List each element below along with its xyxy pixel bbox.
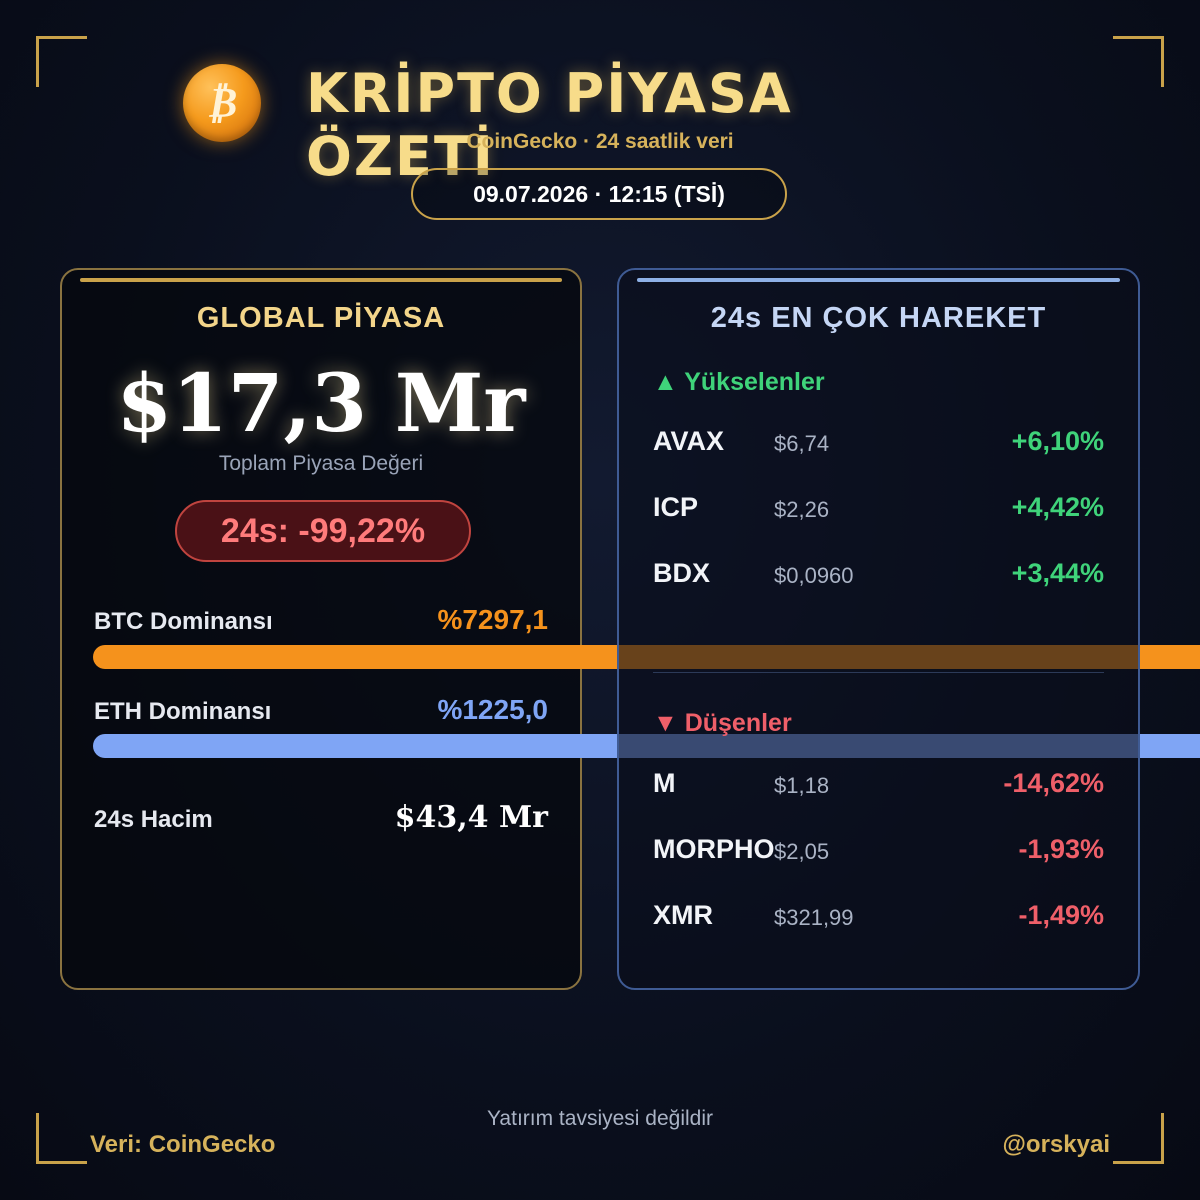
disclaimer-text: Yatırım tavsiyesi değildir — [486, 1107, 714, 1130]
gainers-heading: ▲ Yükselenler — [653, 368, 825, 396]
volume-value: $43,4 Mr — [394, 800, 548, 835]
loser-row: XMR $321,99 -1,49% — [619, 900, 1138, 940]
coin-change: +6,10% — [1011, 426, 1104, 456]
volume-label: 24s Hacim — [94, 806, 213, 833]
section-divider — [653, 672, 1104, 673]
coin-change: -1,49% — [1018, 900, 1104, 930]
market-cap-value: $17,3 Mr — [116, 356, 526, 450]
datetime-badge: 09.07.2026 · 12:15 (TSİ) — [411, 168, 787, 220]
page-title: KRİPTO PİYASA ÖZETİ — [306, 62, 793, 188]
eth-dominance-value: %1225,0 — [437, 694, 548, 725]
btc-dominance-value: %7297,1 — [437, 604, 548, 635]
top-movers-panel: 24s EN ÇOK HAREKET ▲ Yükselenler AVAX $6… — [617, 268, 1140, 990]
coin-symbol: ICP — [653, 492, 699, 522]
coin-price: $2,05 — [774, 839, 830, 864]
loser-row: M $1,18 -14,62% — [619, 768, 1138, 808]
market-cap-label: Toplam Piyasa Değeri — [218, 452, 424, 475]
coin-symbol: BDX — [653, 558, 711, 588]
bitcoin-icon: ₿ — [183, 64, 261, 142]
coin-change: -1,93% — [1018, 834, 1104, 864]
data-source-credit: Veri: CoinGecko — [90, 1131, 276, 1158]
coin-change: +4,42% — [1011, 492, 1104, 522]
loser-row: MORPHO $2,05 -1,93% — [619, 834, 1138, 874]
coin-price: $6,74 — [774, 431, 830, 456]
social-handle: @orskyai — [1002, 1131, 1110, 1158]
gainer-row: BDX $0,0960 +3,44% — [619, 558, 1138, 598]
losers-heading: ▼ Düşenler — [653, 709, 792, 737]
coin-symbol: AVAX — [653, 426, 725, 456]
coin-symbol: MORPHO — [653, 834, 775, 864]
coin-symbol: M — [653, 768, 676, 798]
page-subtitle: CoinGecko · 24 saatlik veri — [466, 130, 734, 153]
coin-price: $2,26 — [774, 497, 830, 522]
coin-price: $0,0960 — [774, 563, 854, 588]
bitcoin-symbol: ₿ — [206, 78, 238, 127]
frame-corner-top-right — [1113, 36, 1164, 87]
global-market-panel: GLOBAL PİYASA $17,3 Mr Toplam Piyasa Değ… — [60, 268, 582, 990]
global-market-title: GLOBAL PİYASA — [196, 302, 446, 334]
gainer-row: ICP $2,26 +4,42% — [619, 492, 1138, 532]
panel-accent-bar — [80, 278, 562, 282]
frame-corner-bottom-left — [36, 1113, 87, 1164]
btc-dominance-label: BTC Dominansı — [94, 608, 273, 635]
change-24h-badge: 24s: -99,22% — [175, 500, 471, 562]
gainer-row: AVAX $6,74 +6,10% — [619, 426, 1138, 466]
coin-symbol: XMR — [653, 900, 713, 930]
eth-dominance-label: ETH Dominansı — [94, 698, 272, 725]
frame-corner-bottom-right — [1113, 1113, 1164, 1164]
panel-accent-bar — [637, 278, 1120, 282]
coin-change: +3,44% — [1011, 558, 1104, 588]
coin-price: $321,99 — [774, 905, 854, 930]
header: ₿ KRİPTO PİYASA ÖZETİ — [0, 58, 1200, 188]
top-movers-title: 24s EN ÇOK HAREKET — [710, 302, 1047, 334]
frame-corner-top-left — [36, 36, 87, 87]
coin-change: -14,62% — [1003, 768, 1104, 798]
coin-price: $1,18 — [774, 773, 830, 798]
